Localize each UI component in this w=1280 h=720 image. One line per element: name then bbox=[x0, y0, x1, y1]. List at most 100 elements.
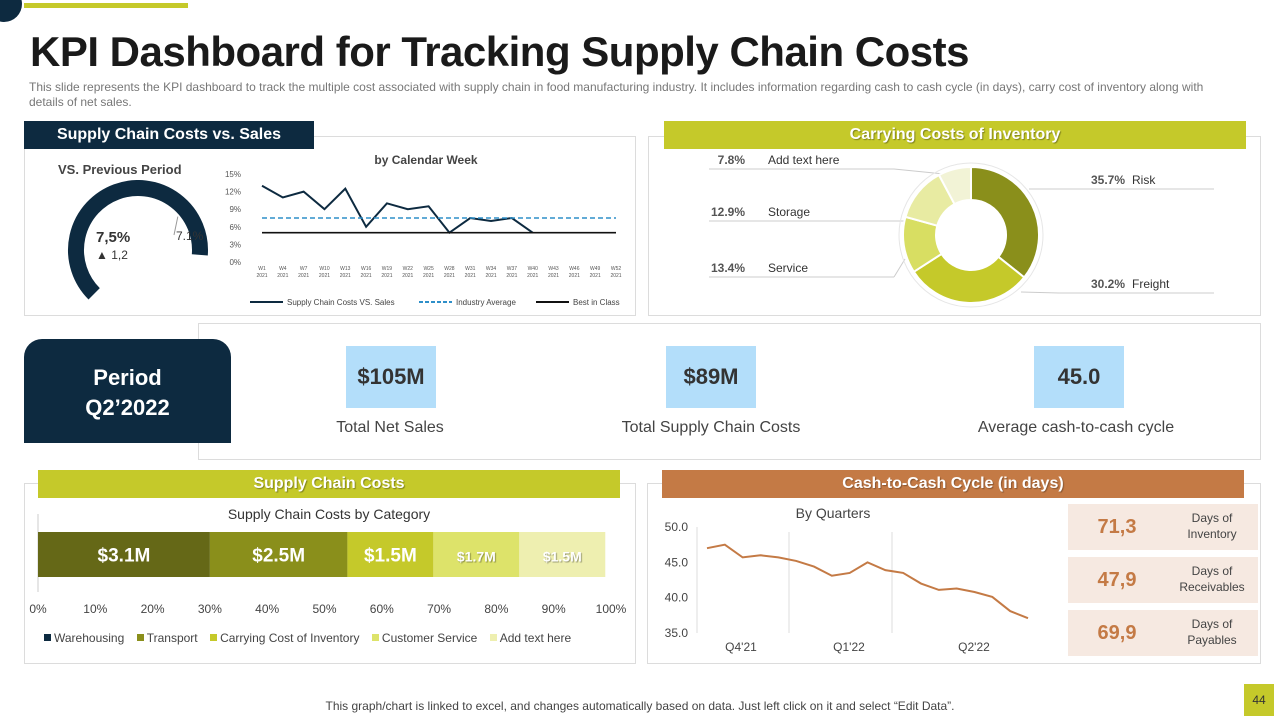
bar-segment bbox=[38, 532, 210, 577]
leader-line bbox=[893, 258, 906, 278]
x-tick-label: 2021 bbox=[548, 273, 559, 279]
legend-item: Carrying Cost of Inventory bbox=[210, 631, 359, 645]
x-tick-label: W46 bbox=[569, 266, 580, 272]
y-tick-label: 50.0 bbox=[665, 520, 689, 534]
x-tick-label: W40 bbox=[528, 266, 539, 272]
kpi-cycle-value: 45.0 bbox=[1034, 346, 1124, 408]
x-tick-label: 2021 bbox=[298, 273, 309, 279]
kpi-net-sales-value: $105M bbox=[346, 346, 436, 408]
legend-label: Customer Service bbox=[381, 630, 478, 645]
gauge-track bbox=[68, 180, 208, 300]
y-tick-label: 12% bbox=[225, 188, 241, 197]
c2c-header: Cash-to-Cash Cycle (in days) bbox=[662, 470, 1244, 498]
bar-segment bbox=[433, 532, 520, 577]
x-tick-label: 10% bbox=[83, 602, 107, 616]
x-tick-label: Q2'22 bbox=[958, 640, 990, 654]
page-number: 44 bbox=[1244, 684, 1274, 716]
carrying-donut-chart: 7.8% Add text here 12.9% Storage 13.4% Servic… bbox=[709, 153, 1214, 308]
x-tick-label: W16 bbox=[361, 266, 372, 272]
x-tick-label: 2021 bbox=[423, 273, 434, 279]
leader-line bbox=[893, 168, 945, 175]
legend-swatch bbox=[489, 634, 497, 641]
bar-segment bbox=[519, 532, 606, 577]
x-tick-label: W34 bbox=[486, 266, 497, 272]
kpi-sc-costs-label: Total Supply Chain Costs bbox=[621, 419, 801, 436]
days-label-line1: Days of bbox=[1191, 564, 1233, 578]
kpi-sc-costs-value: $89M bbox=[666, 346, 756, 408]
kpi-cycle-label: Average cash-to-cash cycle bbox=[977, 419, 1175, 436]
sc-vs-sales-header: Supply Chain Costs vs. Sales bbox=[24, 121, 314, 149]
legend-swatch bbox=[136, 634, 144, 641]
x-tick-label: 2021 bbox=[485, 273, 496, 279]
donut-label-pct: 35.7% bbox=[1091, 173, 1125, 187]
x-tick-label: 2021 bbox=[590, 273, 601, 279]
legend-label: Best in Class bbox=[573, 298, 620, 307]
legend-item: Warehousing bbox=[44, 631, 124, 645]
y-tick-label: 35.0 bbox=[665, 626, 689, 640]
gauge-chart bbox=[68, 180, 208, 300]
days-receivables-value: 47,9 bbox=[1097, 569, 1137, 591]
quarters-line-chart: 35.0 40.0 45.0 50.0 Q4'21 Q1'22 Q2'22 bbox=[665, 520, 1029, 654]
bar-label: $2.5M bbox=[252, 546, 305, 567]
days-inventory-label: Days of Inventory bbox=[1166, 510, 1258, 542]
legend-swatch bbox=[210, 634, 218, 641]
corner-decoration bbox=[0, 0, 22, 22]
donut-label-name: Add text here bbox=[768, 153, 840, 167]
x-tick-label: Q4'21 bbox=[725, 640, 757, 654]
bar-label: $3.1M bbox=[98, 546, 151, 567]
x-tick-label: W28 bbox=[444, 266, 455, 272]
x-tick-label: 2021 bbox=[277, 273, 288, 279]
period-line1: Period bbox=[93, 365, 162, 390]
x-tick-label: W4 bbox=[279, 266, 287, 272]
series-line-0 bbox=[261, 184, 534, 235]
legend-label: Transport bbox=[146, 630, 198, 645]
legend-item: Add text here bbox=[489, 631, 571, 645]
x-tick-label: W7 bbox=[300, 266, 308, 272]
x-tick-label: 30% bbox=[198, 602, 222, 616]
x-tick-label: W22 bbox=[403, 266, 414, 272]
x-tick-label: 70% bbox=[427, 602, 451, 616]
days-label-line2: Inventory bbox=[1187, 527, 1237, 541]
weekly-chart-title: by Calendar Week bbox=[374, 153, 477, 167]
sc-vs-sales-panel bbox=[24, 136, 636, 316]
x-tick-label: 2021 bbox=[319, 273, 330, 279]
legend-swatch bbox=[371, 634, 379, 641]
footer-note: This graph/chart is linked to excel, and… bbox=[325, 699, 955, 713]
quarters-chart-title: By Quarters bbox=[795, 505, 871, 521]
days-label-line1: Days of bbox=[1191, 617, 1233, 631]
legend-label: Carrying Cost of Inventory bbox=[220, 630, 360, 645]
donut-slice-add-text-here bbox=[937, 165, 972, 206]
legend-item: Customer Service bbox=[371, 630, 478, 645]
donut-label-name: Service bbox=[768, 261, 808, 275]
donut-label-pct: 12.9% bbox=[711, 205, 745, 219]
accent-line bbox=[24, 3, 188, 8]
x-tick-label: W10 bbox=[319, 266, 330, 272]
legend-label: Warehousing bbox=[54, 630, 125, 645]
x-tick-label: 2021 bbox=[361, 273, 372, 279]
category-bar-chart: $3.1M $2.5M $1.5M $1.7M $1.5M 0% 10% 20% 30% 40%… bbox=[29, 514, 627, 616]
weekly-line-chart: by Calendar Week 0%3%6%9%12%15% W12021W4… bbox=[225, 153, 622, 307]
period-line2: Q2’2022 bbox=[85, 395, 170, 420]
bar-label: $1.5M bbox=[543, 549, 582, 565]
donut-label-pct: 30.2% bbox=[1091, 277, 1125, 291]
x-tick-label: 2021 bbox=[340, 273, 351, 279]
x-tick-label: 20% bbox=[141, 602, 165, 616]
donut-slice-risk bbox=[970, 165, 1040, 279]
y-tick-label: 6% bbox=[229, 223, 241, 232]
x-tick-label: 2021 bbox=[506, 273, 517, 279]
x-tick-label: W19 bbox=[382, 266, 393, 272]
gauge-value: 7,5% bbox=[96, 229, 131, 246]
days-inventory-value: 71,3 bbox=[1097, 516, 1137, 538]
gauge-delta: ▲ 1,2 bbox=[96, 248, 128, 262]
days-inventory-box: 71,3 Days of Inventory bbox=[1068, 504, 1258, 550]
donut-label-name: Freight bbox=[1132, 277, 1170, 291]
x-tick-label: W43 bbox=[548, 266, 559, 272]
y-tick-label: 40.0 bbox=[665, 591, 689, 605]
y-tick-label: 3% bbox=[229, 240, 241, 249]
y-tick-label: 9% bbox=[229, 205, 241, 214]
x-tick-label: 2021 bbox=[444, 273, 455, 279]
sc-costs-header: Supply Chain Costs bbox=[38, 470, 620, 498]
x-tick-label: 2021 bbox=[256, 273, 267, 279]
page-subtitle: This slide represents the KPI dashboard … bbox=[29, 80, 1204, 109]
x-tick-label: W1 bbox=[258, 266, 266, 272]
